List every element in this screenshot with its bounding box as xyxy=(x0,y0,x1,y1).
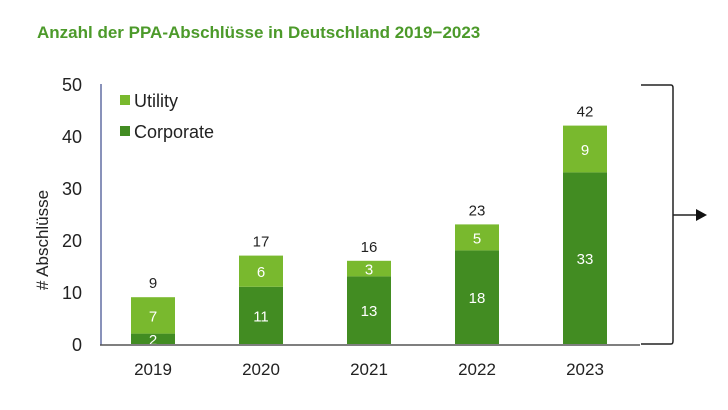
bar-utility-2023 xyxy=(563,125,607,173)
y-tick-label: 20 xyxy=(62,231,82,251)
arrow-head-icon xyxy=(696,209,707,221)
x-tick-labels: 2019 2020 2021 2022 2023 xyxy=(134,360,604,379)
x-tick-label: 2023 xyxy=(566,360,604,379)
data-label-utility: 5 xyxy=(473,230,481,247)
x-tick-label: 2019 xyxy=(134,360,172,379)
legend-swatch-corporate xyxy=(120,126,130,136)
data-label-corporate: 33 xyxy=(577,251,594,268)
legend-label-corporate: Corporate xyxy=(134,122,214,142)
data-label-corporate: 18 xyxy=(469,290,486,307)
total-label: 9 xyxy=(149,275,157,292)
bars: 2 7 9 11 6 17 13 3 16 18 5 23 33 9 42 xyxy=(131,104,607,349)
bar-utility-2019 xyxy=(131,297,175,334)
chart-title: Anzahl der PPA-Abschlüsse in Deutschland… xyxy=(37,23,481,42)
data-label-utility: 3 xyxy=(365,262,373,279)
bar-utility-2022 xyxy=(455,224,499,251)
legend: Utility Corporate xyxy=(120,91,214,142)
y-tick-label: 40 xyxy=(62,127,82,147)
data-label-utility: 9 xyxy=(581,142,589,159)
total-label: 23 xyxy=(469,202,486,219)
bar-utility-2021 xyxy=(347,260,391,277)
legend-label-utility: Utility xyxy=(134,91,178,111)
bar-corporate-2021 xyxy=(347,276,391,344)
bar-corporate-2020 xyxy=(239,286,283,344)
y-tick-label: 10 xyxy=(62,283,82,303)
total-label: 17 xyxy=(253,234,270,251)
y-tick-label: 50 xyxy=(62,75,82,95)
bracket xyxy=(641,84,674,345)
data-label-corporate: 2 xyxy=(149,332,157,349)
bar-utility-2020 xyxy=(239,255,283,287)
y-tick-label: 0 xyxy=(72,335,82,355)
data-label-corporate: 11 xyxy=(253,308,269,325)
total-label: 16 xyxy=(361,239,378,256)
y-tick-label: 30 xyxy=(62,179,82,199)
x-tick-label: 2020 xyxy=(242,360,280,379)
y-axis-label: # Abschlüsse xyxy=(33,190,52,290)
bar-corporate-2023 xyxy=(563,172,607,344)
bar-corporate-2019 xyxy=(131,333,175,344)
data-label-utility: 6 xyxy=(257,264,265,281)
x-tick-label: 2021 xyxy=(350,360,388,379)
y-tick-labels: 0 10 20 30 40 50 xyxy=(62,75,82,355)
data-label-utility: 7 xyxy=(149,308,157,325)
data-label-corporate: 13 xyxy=(361,303,378,320)
legend-swatch-utility xyxy=(120,95,130,105)
total-label: 42 xyxy=(577,104,594,121)
x-tick-label: 2022 xyxy=(458,360,496,379)
bar-corporate-2022 xyxy=(455,250,499,344)
